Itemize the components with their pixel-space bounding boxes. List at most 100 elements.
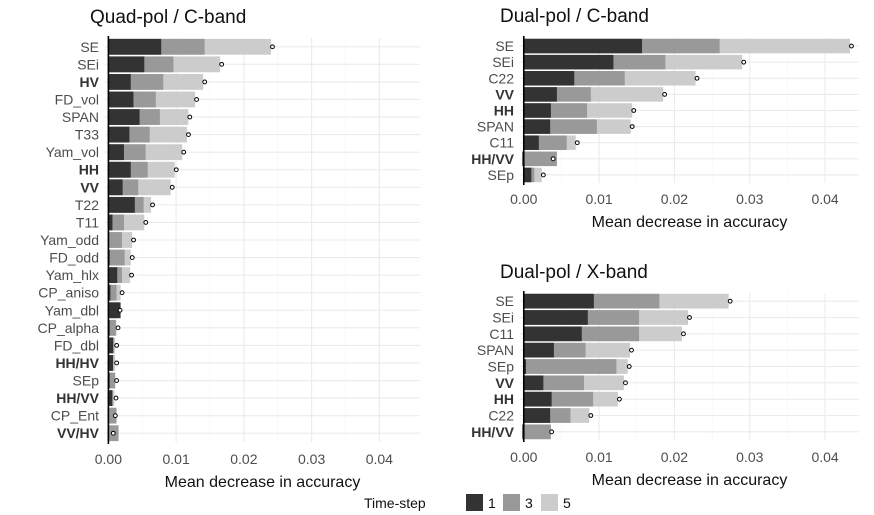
bar-timestep-1-SEp (523, 167, 532, 183)
x-tick-label: 0.01 (585, 449, 612, 465)
category-label: VV (495, 86, 514, 102)
bar-timestep-1-SEi (523, 54, 614, 70)
bar-timestep-1-SE (523, 38, 643, 54)
category-label: VV (80, 179, 99, 195)
point-timestep-5-T11 (143, 220, 149, 225)
category-label: HV (80, 74, 100, 90)
point-timestep-5-VV/HV (110, 430, 116, 436)
x-tick-label: 0.04 (811, 449, 838, 465)
category-label: T22 (75, 197, 99, 213)
panel-2: 0.00 0.01 0.02 0.03 0.04 SESEiC22VVHHSPANC11H… (471, 6, 859, 231)
bar-timestep-1-SPAN (523, 119, 551, 134)
point-timestep-5-SEi (741, 59, 747, 65)
x-axis-title: Mean decrease in accuracy (592, 472, 788, 489)
point-timestep-5-SEi (219, 61, 225, 67)
x-tick-label: 0.04 (366, 451, 393, 467)
point-timestep-5-HH/HV (114, 360, 120, 366)
point-timestep-5-SE (849, 43, 854, 49)
panel-title: Dual-pol / X-band (500, 262, 648, 283)
x-tick-label: 0.03 (736, 449, 763, 465)
point-timestep-5-Yam_vol (181, 149, 187, 155)
bar-timestep-1-HV (108, 74, 131, 90)
x-axis-title: Mean decrease in accuracy (165, 474, 361, 491)
category-label: SPAN (477, 342, 514, 358)
point-timestep-5-Yam_dbl (117, 307, 123, 313)
category-label: SEp (488, 167, 515, 183)
category-label: SE (495, 293, 514, 309)
category-label: HH/VV (56, 390, 99, 406)
point-timestep-5-SEp (626, 364, 632, 369)
legend: Time-step 1 3 5 (364, 494, 571, 511)
point-timestep-5-VV (623, 380, 628, 386)
bar-timestep-3-SEp (523, 359, 617, 374)
point-timestep-5-SEi (687, 315, 692, 320)
bar-timestep-1-SEi (108, 56, 145, 73)
point-timestep-5-C11 (574, 140, 580, 146)
bar-timestep-1-FD_vol (108, 91, 134, 108)
point-timestep-5-HH/VV (550, 156, 556, 162)
bar-timestep-1-HH (523, 103, 551, 118)
point-timestep-5-FD_vol (194, 97, 199, 102)
point-timestep-5-C22 (694, 75, 700, 81)
legend-swatch-1 (466, 494, 483, 511)
bar-timestep-1-HH (523, 391, 552, 407)
bar-timestep-1-VV (523, 87, 557, 102)
point-timestep-5-SEp (540, 172, 546, 178)
legend-label-3: 3 (525, 495, 533, 511)
bar-timestep-1-Yam_hlx (108, 267, 118, 284)
category-label: T33 (75, 127, 99, 143)
bar-timestep-3-HH/VV (523, 424, 551, 440)
category-label: Yam_odd (40, 232, 99, 248)
category-label: C22 (488, 70, 514, 86)
category-label: SPAN (477, 119, 514, 135)
bar-timestep-1-SPAN (108, 109, 140, 125)
category-label: HH (79, 162, 99, 178)
point-timestep-5-SEp (114, 378, 120, 383)
bar-timestep-1-SE (108, 38, 162, 55)
point-timestep-5-CP_aniso (119, 290, 125, 296)
category-label: SEi (77, 56, 99, 72)
x-tick-label: 0.02 (661, 191, 688, 207)
bar-timestep-3-CP_aniso (108, 284, 117, 301)
bar-timestep-1-CP_aniso (108, 284, 111, 301)
category-label: C11 (489, 135, 514, 151)
category-label: Yam_hlx (46, 267, 99, 283)
bar-timestep-1-HH/VV (108, 390, 113, 406)
legend-title: Time-step (364, 495, 426, 511)
point-timestep-5-HV (202, 79, 208, 85)
point-timestep-5-HH (617, 396, 622, 402)
category-label: SE (80, 39, 99, 55)
bar-timestep-1-T11 (108, 214, 113, 231)
point-timestep-5-C22 (588, 413, 594, 418)
point-timestep-5-T22 (150, 202, 155, 208)
x-tick-label: 0.03 (736, 191, 763, 207)
category-label: HH (494, 391, 514, 407)
category-label: T11 (76, 214, 99, 230)
bar-timestep-3-FD_odd (108, 249, 125, 266)
bar-timestep-1-C22 (523, 408, 551, 423)
legend-label-5: 5 (563, 495, 571, 511)
category-label: HH (494, 103, 514, 119)
category-label: C11 (489, 326, 514, 342)
x-tick-label: 0.04 (811, 191, 838, 207)
point-timestep-5-HH/VV (113, 395, 119, 401)
x-tick-label: 0.01 (585, 191, 612, 207)
category-label: HH/HV (55, 355, 99, 371)
bar-timestep-1-SE (523, 293, 594, 309)
x-tick-label: 0.00 (95, 451, 122, 467)
category-label: C22 (488, 408, 514, 424)
point-timestep-5-VV (662, 91, 668, 97)
category-label: CP_alpha (38, 320, 100, 336)
bar-timestep-1-C11 (523, 326, 582, 342)
category-label: SPAN (62, 109, 99, 125)
category-label: Yam_dbl (45, 302, 99, 318)
category-label: SEp (73, 373, 100, 389)
point-timestep-5-HH (173, 167, 179, 173)
category-label: CP_aniso (38, 285, 99, 301)
bar-timestep-1-HH (108, 161, 131, 178)
bar-timestep-3-Yam_odd (108, 232, 122, 248)
point-timestep-5-T33 (186, 132, 191, 138)
category-label: VV/HV (57, 425, 100, 441)
